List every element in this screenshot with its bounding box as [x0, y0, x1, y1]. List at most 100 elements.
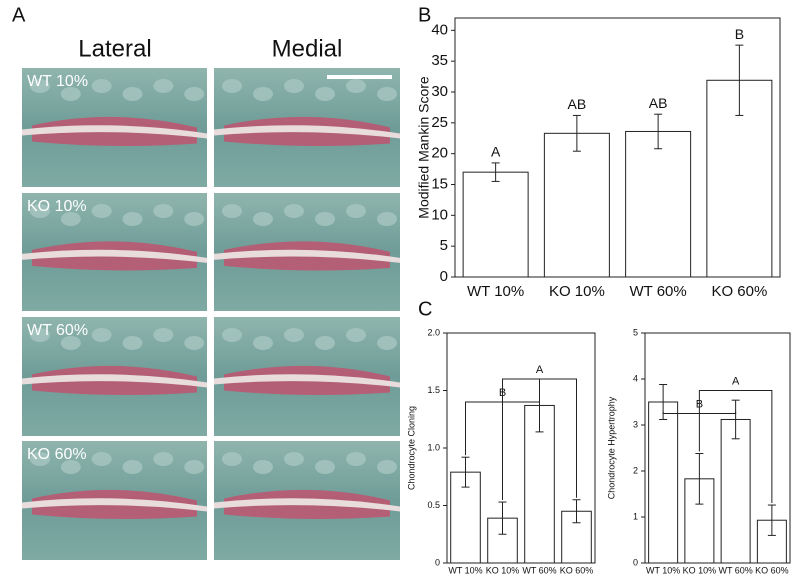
bone-lacuna [377, 212, 397, 226]
bone-lacuna [253, 336, 273, 350]
histology-grid: WT 10% KO 10% WT 60% KO 60% [22, 68, 400, 560]
row-label: WT 10% [27, 73, 88, 90]
y-tick-label: 30 [431, 83, 448, 100]
bar [543, 132, 610, 278]
x-tick-label: KO 60% [755, 565, 789, 575]
bone-lacuna [122, 87, 143, 101]
y-tick-label: 5 [633, 327, 638, 337]
bone-lacuna [253, 212, 273, 226]
panel-label: B [418, 4, 431, 26]
bracket-label: A [732, 375, 740, 387]
bone-lacuna [122, 460, 143, 474]
significance-letter: AB [568, 96, 587, 112]
significance-letter: AB [649, 95, 668, 111]
bar [625, 130, 692, 278]
row-label: KO 10% [27, 198, 87, 215]
joint-space [214, 249, 400, 263]
y-tick-label: 40 [431, 21, 448, 38]
bone-lacuna [284, 79, 304, 93]
bone-lacuna [346, 204, 366, 218]
bone-lacuna [153, 328, 174, 342]
x-tick-label: WT 60% [630, 283, 687, 300]
plot-frame [644, 332, 791, 564]
bone-lacuna [284, 204, 304, 218]
bone-lacuna [315, 212, 335, 226]
column-heading: Lateral [78, 35, 151, 62]
x-tick-label: WT 60% [522, 565, 556, 575]
bone-lacuna [253, 87, 273, 101]
bone-lacuna [222, 452, 242, 466]
row-label: KO 60% [27, 446, 87, 463]
bone-lacuna [377, 336, 397, 350]
x-tick-label: KO 10% [549, 283, 605, 300]
panel-label: C [418, 298, 432, 320]
y-tick-label: 25 [431, 114, 448, 131]
bone-lacuna [91, 452, 112, 466]
bone-lacuna [284, 452, 304, 466]
bone-lacuna [153, 452, 174, 466]
joint-space [22, 249, 207, 263]
x-tick-label: KO 60% [560, 565, 594, 575]
joint-space [214, 125, 400, 139]
panel-label: A [12, 4, 26, 26]
bone-lacuna [122, 336, 143, 350]
y-tick-label: 10 [431, 206, 448, 223]
x-tick-label: WT 60% [718, 565, 752, 575]
bone-lacuna [153, 204, 174, 218]
y-axis-label: Chondrocyte Hypertrophy [606, 396, 616, 499]
y-tick-label: 20 [431, 145, 448, 162]
bracket [502, 378, 577, 501]
bone-lacuna [60, 212, 81, 226]
bone-lacuna [222, 204, 242, 218]
y-tick-label: 3 [633, 419, 638, 429]
bone-lacuna [315, 336, 335, 350]
bracket [698, 390, 773, 504]
bone-lacuna [284, 328, 304, 342]
y-tick-label: 2.0 [427, 327, 440, 337]
bone-lacuna [30, 204, 50, 218]
column-heading: Medial [272, 35, 343, 62]
y-tick-label: 0.5 [427, 500, 440, 510]
bone-lacuna [91, 79, 112, 93]
bone-lacuna [222, 328, 242, 342]
y-tick-label: 1 [633, 511, 638, 521]
bar [462, 171, 529, 278]
bar [720, 418, 751, 564]
bone-lacuna [30, 452, 50, 466]
bone-lacuna [377, 460, 397, 474]
bone-lacuna [222, 79, 242, 93]
y-tick-label: 1.5 [427, 385, 440, 395]
x-tick-label: KO 60% [711, 283, 767, 300]
bone-lacuna [346, 79, 366, 93]
x-tick-label: WT 10% [467, 283, 524, 300]
bar [648, 401, 679, 564]
bone-lacuna [253, 460, 273, 474]
bone-lacuna [377, 87, 397, 101]
significance-letter: B [735, 26, 744, 42]
bone-lacuna [346, 452, 366, 466]
bone-lacuna [184, 460, 205, 474]
x-tick-label: KO 10% [486, 565, 520, 575]
joint-space [214, 374, 400, 388]
bone-lacuna [346, 328, 366, 342]
y-tick-label: 1.0 [427, 442, 440, 452]
y-tick-label: 5 [440, 237, 448, 254]
bone-lacuna [184, 336, 205, 350]
bone-lacuna [315, 87, 335, 101]
y-tick-label: 2 [633, 465, 638, 475]
bracket-label: A [536, 364, 544, 376]
bone-lacuna [60, 460, 81, 474]
x-tick-label: WT 10% [448, 565, 482, 575]
bone-lacuna [91, 328, 112, 342]
bone-lacuna [91, 204, 112, 218]
bone-lacuna [153, 79, 174, 93]
bone-lacuna [60, 87, 81, 101]
bone-lacuna [30, 328, 50, 342]
x-tick-label: WT 10% [646, 565, 680, 575]
y-tick-label: 4 [633, 373, 638, 383]
joint-space [214, 498, 400, 512]
bone-lacuna [60, 336, 81, 350]
joint-space [22, 125, 207, 139]
plot-frame [454, 17, 781, 278]
